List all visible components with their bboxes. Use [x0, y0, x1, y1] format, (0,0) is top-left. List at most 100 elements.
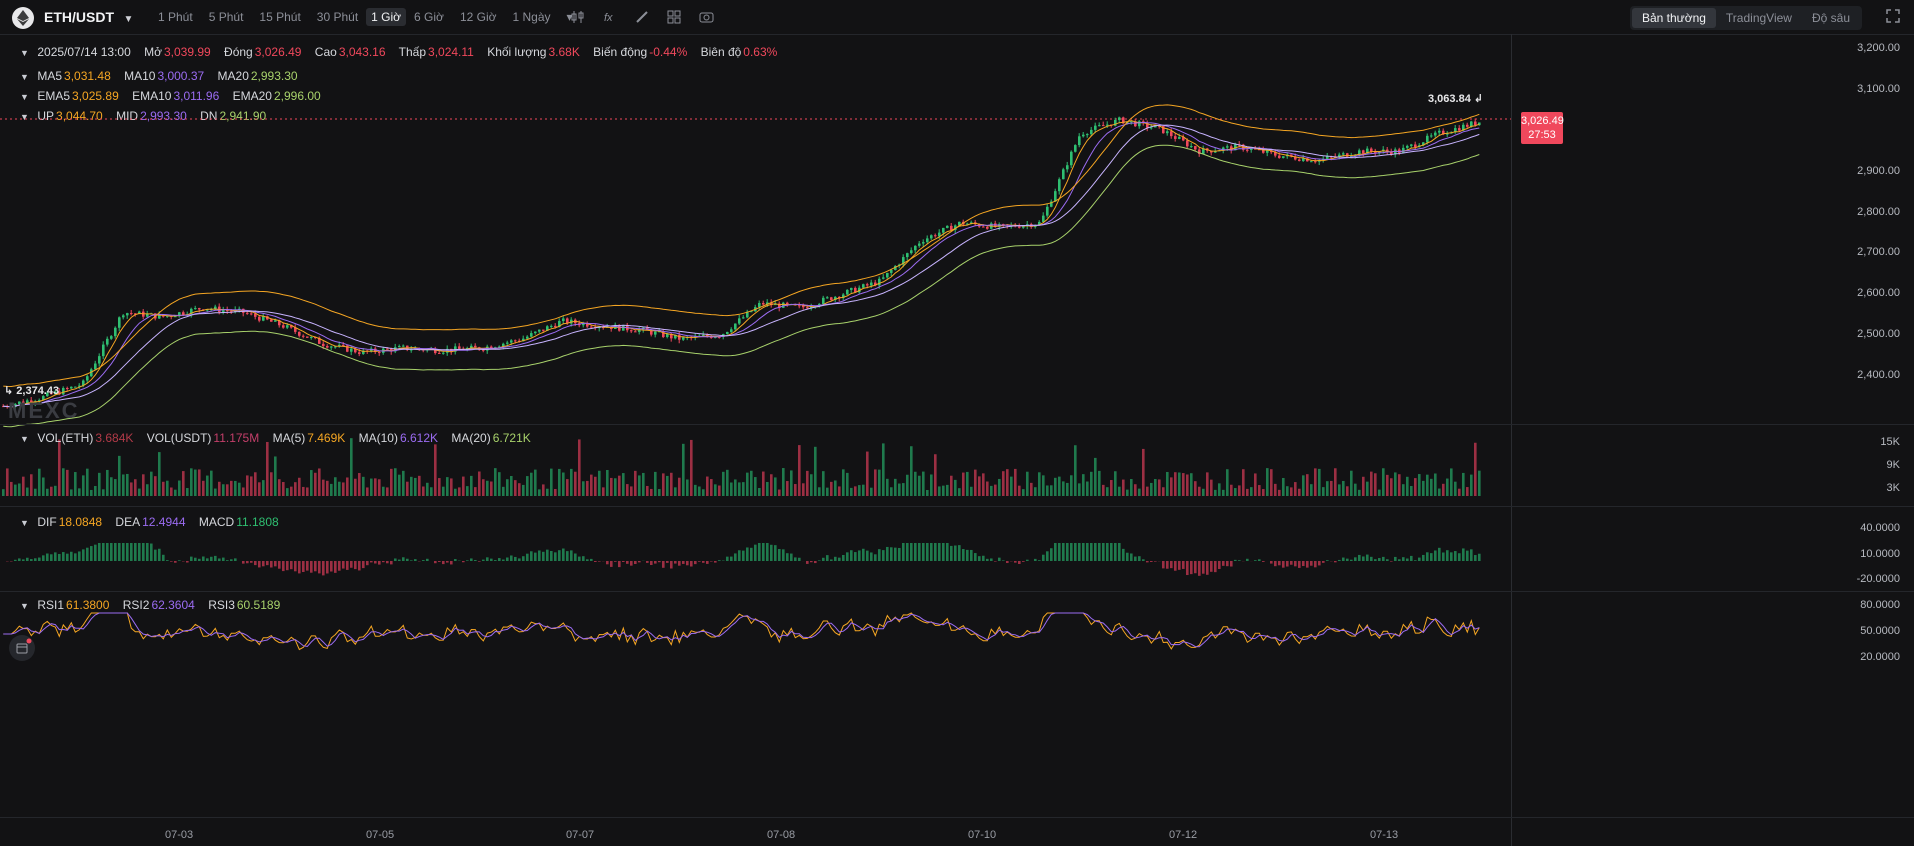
volume-bar	[258, 482, 261, 496]
volume-bar	[778, 489, 781, 496]
volume-bar	[1090, 471, 1093, 496]
macd-histogram-bar	[478, 561, 481, 562]
macd-histogram-bar	[1322, 561, 1325, 563]
volume-bar	[1198, 486, 1201, 496]
macd-histogram-bar	[150, 543, 153, 561]
collapse-chevron-icon[interactable]: ▼	[20, 92, 29, 102]
interval-1h[interactable]: 1 Giờ	[366, 8, 407, 26]
macd-histogram-bar	[654, 561, 657, 564]
rsi1-value: 61.3800	[66, 598, 110, 612]
macd-histogram-bar	[578, 556, 581, 561]
volume-value: 3.68K	[548, 45, 580, 59]
macd-histogram-bar	[762, 543, 765, 561]
fullscreen-icon[interactable]	[1886, 9, 1900, 23]
macd-histogram-bar	[474, 560, 477, 561]
draw-pencil-icon[interactable]	[634, 9, 650, 25]
layout-grid-icon[interactable]	[666, 9, 682, 25]
vol-ma5-label: MA(5)	[272, 431, 306, 445]
candle-body	[26, 400, 29, 404]
rsi3-label: RSI3	[208, 598, 235, 612]
volume-bar	[626, 484, 629, 496]
interval-6h[interactable]: 6 Giờ	[414, 10, 444, 24]
collapse-chevron-icon[interactable]: ▼	[20, 434, 29, 444]
macd-histogram-bar	[1350, 559, 1353, 561]
macd-histogram-bar	[1166, 561, 1169, 569]
candle-body	[906, 253, 909, 258]
macd-histogram-bar	[158, 548, 161, 561]
interval-1d[interactable]: 1 Ngày	[512, 10, 551, 24]
indicator-fx-icon[interactable]: fx	[602, 9, 618, 25]
candle-body	[1090, 129, 1093, 135]
volume-bar	[1310, 484, 1313, 496]
interval-30m[interactable]: 30 Phút	[316, 10, 359, 24]
date-tick: 07-05	[366, 829, 395, 841]
macd-histogram-bar	[510, 555, 513, 561]
candle-body	[1338, 154, 1341, 157]
macd-histogram-bar	[450, 561, 453, 565]
candle-body	[566, 318, 569, 324]
volume-bar	[1050, 485, 1053, 496]
macd-histogram-bar	[1194, 561, 1197, 574]
candle-body	[878, 278, 881, 286]
candle-body	[1266, 150, 1269, 153]
view-depth[interactable]: Độ sâu	[1811, 11, 1850, 25]
candle-type-icon[interactable]	[570, 9, 586, 25]
collapse-chevron-icon[interactable]: ▼	[20, 601, 29, 611]
volume-bar	[250, 476, 253, 496]
volume-bar	[726, 469, 729, 496]
candle-body	[1446, 133, 1449, 135]
candle-body	[590, 326, 593, 328]
macd-histogram-bar	[706, 561, 709, 564]
volume-bar	[1058, 476, 1061, 496]
volume-bar	[214, 488, 217, 496]
interval-1m[interactable]: 1 Phút	[158, 10, 193, 24]
collapse-chevron-icon[interactable]: ▼	[20, 518, 29, 528]
candle-body	[786, 302, 789, 305]
macd-histogram-bar	[242, 561, 245, 564]
candle-body	[1082, 134, 1085, 137]
ohlc-legend: ▼ 2025/07/14 13:00 Mở 3,039.99 Đóng 3,026.…	[20, 45, 787, 59]
volume-bar	[1330, 480, 1333, 496]
macd-histogram-bar	[1442, 552, 1445, 561]
macd-histogram-bar	[750, 547, 753, 561]
candle-body	[1002, 224, 1005, 226]
camera-icon[interactable]	[698, 9, 714, 25]
chart-canvas[interactable]	[0, 34, 1511, 846]
collapse-chevron-icon[interactable]: ▼	[20, 112, 29, 122]
symbol-selector[interactable]: ETH/USDT ▼	[44, 9, 133, 25]
price-tick: 3,200.00	[1857, 42, 1900, 54]
more-intervals-chevron-icon[interactable]: ▾	[566, 10, 573, 24]
ma5-line	[3, 120, 1480, 408]
macd-histogram-bar	[834, 556, 837, 561]
interval-15m[interactable]: 15 Phút	[259, 10, 301, 24]
collapse-chevron-icon[interactable]: ▼	[20, 48, 29, 58]
view-tradingview[interactable]: TradingView	[1725, 11, 1792, 25]
candle-body	[342, 344, 345, 346]
calendar-jump-button[interactable]	[9, 635, 35, 661]
macd-histogram-bar	[226, 560, 229, 561]
macd-histogram-bar	[1450, 552, 1453, 561]
macd-histogram-bar	[694, 561, 697, 565]
macd-histogram-bar	[662, 561, 665, 568]
macd-histogram-bar	[1438, 547, 1441, 561]
vol-usdt-value: 11.175M	[213, 431, 260, 445]
macd-histogram-bar	[542, 551, 545, 561]
candle-body	[1230, 146, 1233, 151]
candle-body	[750, 311, 753, 313]
volume-bar	[1026, 471, 1029, 496]
volume-bar	[590, 474, 593, 496]
volume-bar	[322, 479, 325, 496]
interval-12h[interactable]: 12 Giờ	[459, 10, 497, 24]
macd-histogram-bar	[826, 555, 829, 561]
view-standard[interactable]: Bản thường	[1631, 8, 1716, 28]
volume-bar	[794, 484, 797, 496]
macd-histogram-bar	[562, 548, 565, 561]
candle-body	[122, 315, 125, 318]
macd-histogram-bar	[866, 550, 869, 561]
volume-bar	[366, 487, 369, 496]
volume-bar	[1458, 488, 1461, 496]
volume-bar	[1086, 481, 1089, 496]
interval-5m[interactable]: 5 Phút	[208, 10, 244, 24]
candle-body	[882, 277, 885, 279]
collapse-chevron-icon[interactable]: ▼	[20, 72, 29, 82]
